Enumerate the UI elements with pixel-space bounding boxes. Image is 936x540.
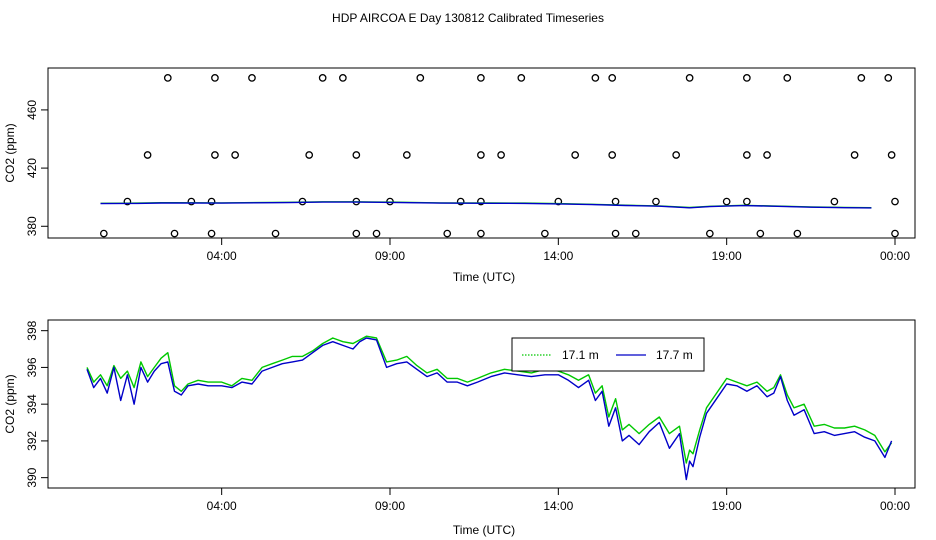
chart-title: HDP AIRCOA E Day 130812 Calibrated Times… <box>332 11 604 25</box>
calibration-points <box>99 74 899 238</box>
calibration-point <box>163 74 172 82</box>
calibration-point <box>477 151 485 159</box>
calibration-point <box>705 229 714 238</box>
y-tick-label: 380 <box>25 216 39 236</box>
x-tick-label: 19:00 <box>712 499 742 513</box>
calibration-point <box>756 229 765 238</box>
calibration-point <box>517 74 526 82</box>
x-tick-label: 09:00 <box>375 499 405 513</box>
calibration-point <box>541 229 549 238</box>
calibration-point <box>318 74 327 82</box>
y-axis-title: CO2 (ppm) <box>3 123 17 182</box>
calibration-point <box>211 151 219 159</box>
calibration-point <box>372 229 381 238</box>
calibration-point <box>352 151 361 159</box>
calibration-point <box>231 151 239 159</box>
x-tick-label: 09:00 <box>375 249 405 263</box>
y-tick-label: 390 <box>25 467 39 487</box>
calibration-point <box>497 151 505 159</box>
calibration-point <box>207 197 216 206</box>
calibration-point <box>143 151 152 159</box>
calibration-point <box>571 151 580 159</box>
calibration-point <box>611 197 620 206</box>
y-tick-label: 460 <box>25 100 39 120</box>
calibration-point <box>891 197 899 206</box>
calibration-point <box>857 74 866 82</box>
calibration-point <box>99 229 108 238</box>
calibration-point <box>722 197 731 206</box>
calibration-point <box>554 197 563 206</box>
calibration-point <box>783 74 792 82</box>
calibration-point <box>248 74 256 82</box>
calibration-point <box>763 151 771 159</box>
x-axis-title: Time (UTC) <box>453 523 515 537</box>
y-axis: 390 392 394 396 398 <box>25 320 48 488</box>
y-tick-label: 420 <box>25 158 39 178</box>
calibration-point <box>884 74 893 82</box>
calibration-point <box>631 229 640 238</box>
calibration-point <box>672 151 681 159</box>
series-lines <box>86 335 893 481</box>
plot-frame <box>47 319 916 489</box>
y-tick-label: 398 <box>25 320 39 340</box>
calibration-point <box>743 151 751 159</box>
calibration-point <box>611 229 620 238</box>
x-axis: 04:00 09:00 14:00 19:00 00:00 <box>207 488 910 513</box>
calibration-point <box>123 197 132 206</box>
calibration-point <box>211 74 219 82</box>
calibration-point <box>608 151 617 159</box>
calibration-point <box>305 151 314 159</box>
y-axis: 380 420 460 <box>25 100 48 236</box>
x-axis: 04:00 09:00 14:00 19:00 00:00 <box>207 238 910 263</box>
calibration-point <box>170 229 179 238</box>
calibration-point <box>891 229 899 238</box>
plot-frame <box>47 67 916 239</box>
x-tick-label: 00:00 <box>880 249 910 263</box>
x-tick-label: 14:00 <box>543 499 573 513</box>
series-line-17-7-m <box>100 201 872 209</box>
calibration-point <box>743 197 751 206</box>
calibration-point <box>416 74 425 82</box>
y-tick-label: 396 <box>25 357 39 377</box>
calibration-point <box>402 151 411 159</box>
calibration-point <box>591 74 600 82</box>
calibration-point <box>477 229 485 238</box>
calibration-point <box>352 229 361 238</box>
x-tick-label: 04:00 <box>207 499 237 513</box>
x-axis-title: Time (UTC) <box>453 270 515 284</box>
x-tick-label: 14:00 <box>543 249 573 263</box>
calibration-point <box>339 74 347 82</box>
calibration-point <box>830 197 839 206</box>
calibrated-timeseries-panel: 380 420 460 04:00 09:00 14:00 19:00 00:00 Time… <box>3 67 916 284</box>
calibration-point <box>271 229 280 238</box>
calibration-point <box>608 74 617 82</box>
x-tick-label: 19:00 <box>712 249 742 263</box>
legend: 17.1 m 17.7 m <box>511 337 705 372</box>
y-axis-title: CO2 (ppm) <box>3 374 17 433</box>
calibration-point <box>850 151 859 159</box>
calibration-point <box>443 229 452 238</box>
calibration-point <box>652 197 660 206</box>
calibration-point <box>793 229 802 238</box>
height-comparison-panel: 390 392 394 396 398 04:00 09:00 14:00 19:00 00:0… <box>3 319 916 537</box>
x-tick-label: 00:00 <box>880 499 910 513</box>
calibration-point <box>207 229 216 238</box>
legend-label-17-1-m: 17.1 m <box>562 348 599 362</box>
calibration-point <box>743 74 751 82</box>
calibration-point <box>477 197 485 206</box>
series-line-17-1-m <box>86 335 893 464</box>
calibration-point <box>685 74 694 82</box>
calibration-point <box>887 151 896 159</box>
series-lines <box>100 201 872 209</box>
series-line-17-7-m <box>86 337 893 481</box>
y-tick-label: 394 <box>25 394 39 414</box>
x-tick-label: 04:00 <box>207 249 237 263</box>
y-tick-label: 392 <box>25 431 39 451</box>
legend-label-17-7-m: 17.7 m <box>656 348 693 362</box>
calibration-point <box>477 74 485 82</box>
calibration-point <box>187 197 196 206</box>
calibration-point <box>456 197 465 206</box>
